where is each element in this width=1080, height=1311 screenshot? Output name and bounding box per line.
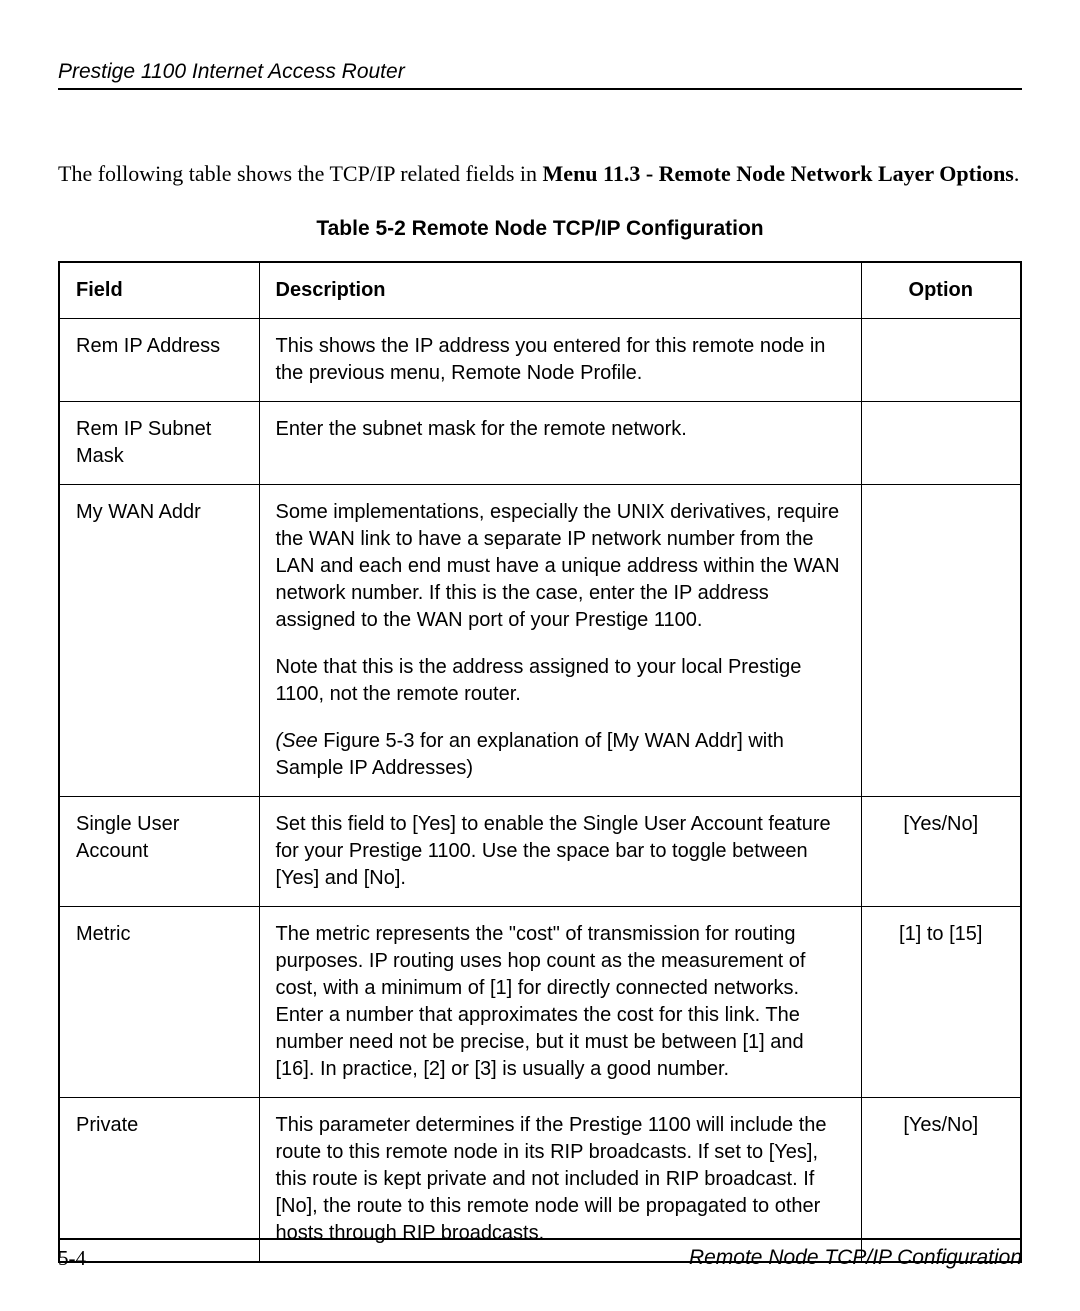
cell-description: This parameter determines if the Prestig… — [259, 1097, 861, 1262]
cell-field: My WAN Addr — [59, 484, 259, 796]
cell-description: The metric represents the "cost" of tran… — [259, 906, 861, 1097]
desc-paragraph: Note that this is the address assigned t… — [276, 654, 845, 708]
cell-option — [861, 401, 1021, 484]
see-label: (See — [276, 730, 318, 752]
desc-paragraph: Set this field to [Yes] to enable the Si… — [276, 811, 845, 892]
cell-option: [Yes/No] — [861, 1097, 1021, 1262]
desc-paragraph: Enter the subnet mask for the remote net… — [276, 416, 845, 443]
table-caption: Table 5-2 Remote Node TCP/IP Configurati… — [58, 217, 1022, 241]
header-field: Field — [59, 262, 259, 319]
table-row: Rem IP Address This shows the IP address… — [59, 318, 1021, 401]
cell-option — [861, 484, 1021, 796]
desc-paragraph: (See Figure 5-3 for an explanation of [M… — [276, 728, 845, 782]
cell-field: Rem IP Address — [59, 318, 259, 401]
table-header-row: Field Description Option — [59, 262, 1021, 319]
table-row: Metric The metric represents the "cost" … — [59, 906, 1021, 1097]
table-row: My WAN Addr Some implementations, especi… — [59, 484, 1021, 796]
cell-field: Rem IP Subnet Mask — [59, 401, 259, 484]
cell-description: Set this field to [Yes] to enable the Si… — [259, 796, 861, 906]
cell-option — [861, 318, 1021, 401]
desc-paragraph: This parameter determines if the Prestig… — [276, 1112, 845, 1247]
cell-description: Enter the subnet mask for the remote net… — [259, 401, 861, 484]
cell-field: Single User Account — [59, 796, 259, 906]
intro-prefix: The following table shows the TCP/IP rel… — [58, 161, 543, 186]
intro-paragraph: The following table shows the TCP/IP rel… — [58, 160, 1022, 189]
footer-page-number: 5-4 — [58, 1246, 86, 1271]
intro-suffix: . — [1014, 161, 1020, 186]
cell-field: Private — [59, 1097, 259, 1262]
cell-description: Some implementations, especially the UNI… — [259, 484, 861, 796]
config-table: Field Description Option Rem IP Address … — [58, 261, 1022, 1263]
header-description: Description — [259, 262, 861, 319]
header-option: Option — [861, 262, 1021, 319]
cell-description: This shows the IP address you entered fo… — [259, 318, 861, 401]
page-header-title: Prestige 1100 Internet Access Router — [58, 60, 1022, 90]
desc-paragraph: The metric represents the "cost" of tran… — [276, 921, 845, 1083]
intro-bold: Menu 11.3 - Remote Node Network Layer Op… — [543, 161, 1014, 186]
desc-paragraph: This shows the IP address you entered fo… — [276, 333, 845, 387]
table-row: Private This parameter determines if the… — [59, 1097, 1021, 1262]
desc-paragraph: Some implementations, especially the UNI… — [276, 499, 845, 634]
table-row: Rem IP Subnet Mask Enter the subnet mask… — [59, 401, 1021, 484]
cell-option: [1] to [15] — [861, 906, 1021, 1097]
table-row: Single User Account Set this field to [Y… — [59, 796, 1021, 906]
page-footer: 5-4 Remote Node TCP/IP Configuration — [58, 1238, 1022, 1271]
cell-field: Metric — [59, 906, 259, 1097]
footer-title: Remote Node TCP/IP Configuration — [689, 1246, 1022, 1271]
cell-option: [Yes/No] — [861, 796, 1021, 906]
see-rest: Figure 5-3 for an explanation of [My WAN… — [276, 730, 784, 779]
